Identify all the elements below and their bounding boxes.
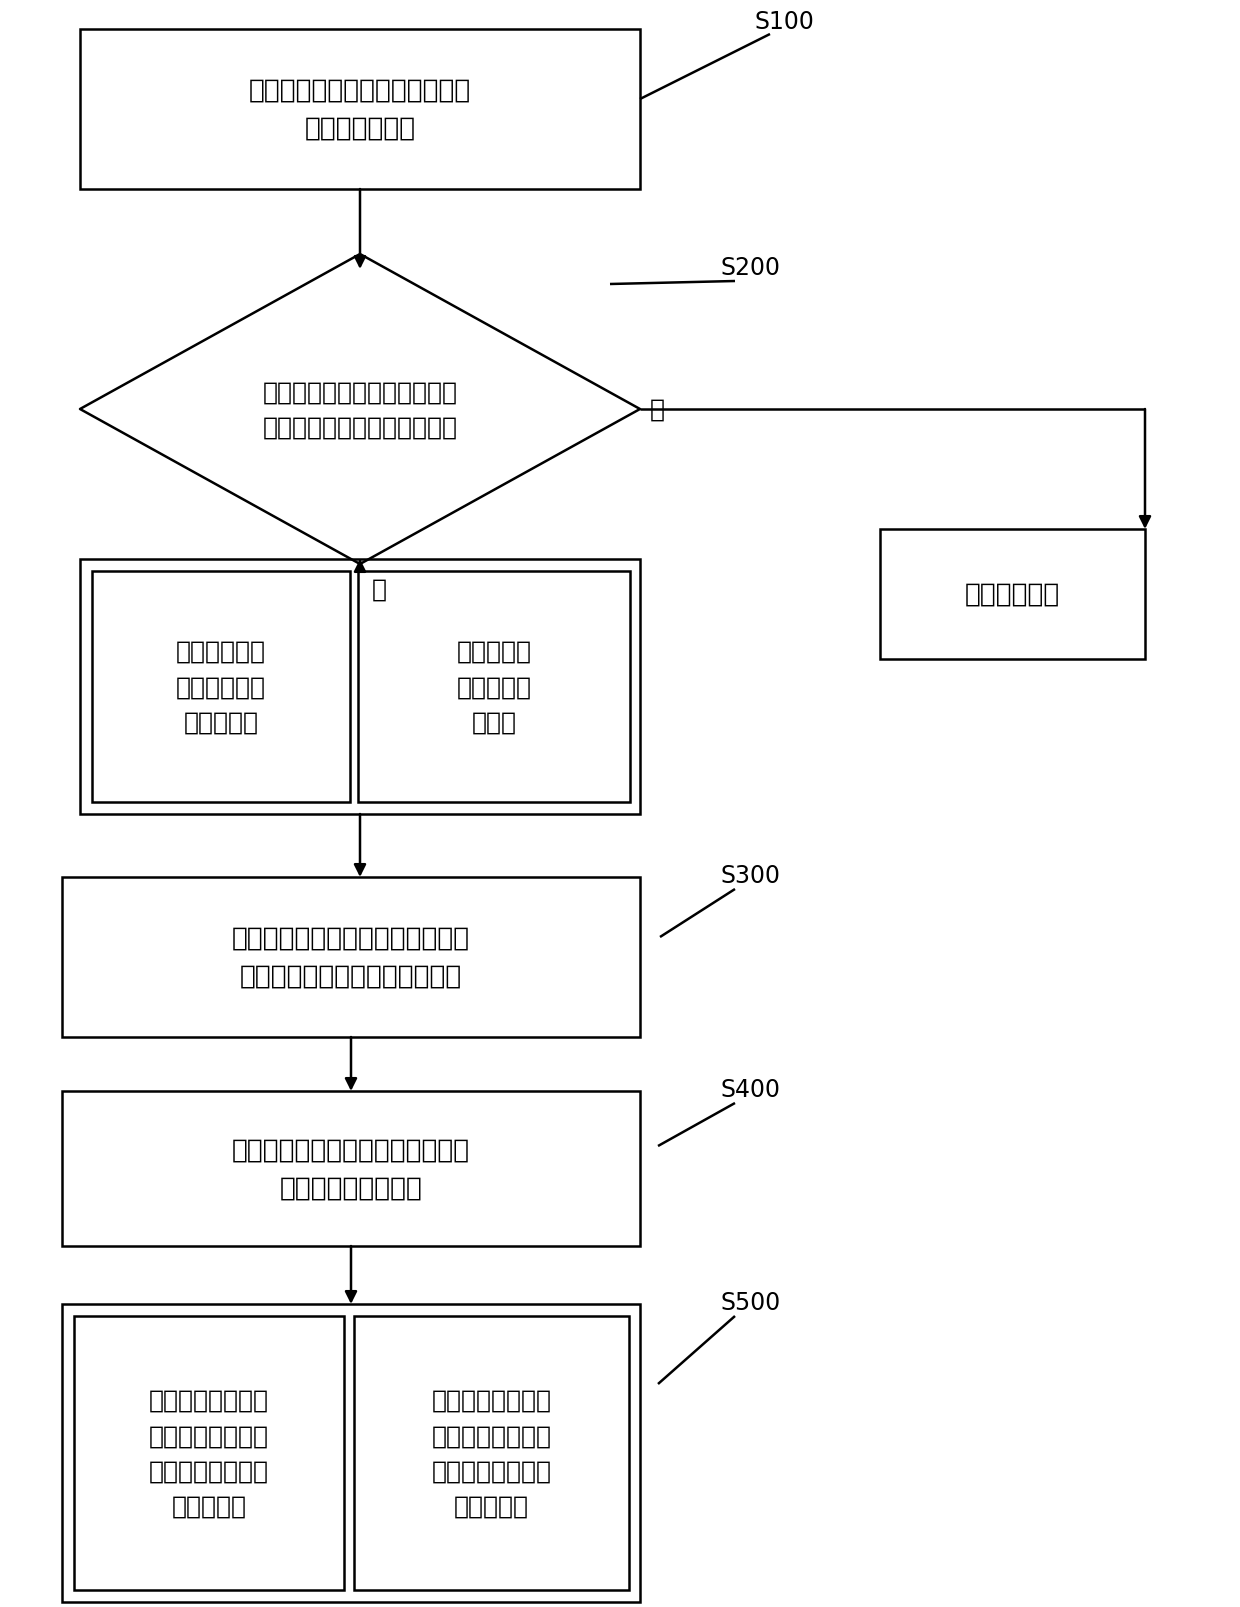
Text: 计算电机模拟
器应输出的等
效反电动势: 计算电机模拟 器应输出的等 效反电动势 (176, 640, 267, 734)
Bar (81, 559, 640, 815)
Text: S500: S500 (720, 1290, 780, 1315)
Text: 否: 否 (372, 577, 387, 601)
Text: 执行保护动作: 执行保护动作 (965, 582, 1060, 607)
Bar (62, 877, 640, 1038)
Text: S100: S100 (755, 10, 815, 34)
Bar (353, 1316, 629, 1589)
Bar (62, 1091, 640, 1245)
Text: 将模拟目标电机的运行状态反馈给
电机驱动器和上位机: 将模拟目标电机的运行状态反馈给 电机驱动器和上位机 (232, 1136, 470, 1200)
Text: 判断三相电流值与直流母线电
压值是否超过预设的保护阈值: 判断三相电流值与直流母线电 压值是否超过预设的保护阈值 (263, 381, 458, 439)
Text: 是: 是 (650, 399, 665, 421)
Text: S300: S300 (720, 863, 780, 887)
Text: 根据模拟目标电机
的运行状态，电机
驱动器对电机模拟
器进行控制: 根据模拟目标电机 的运行状态，电机 驱动器对电机模拟 器进行控制 (149, 1388, 269, 1519)
Text: S400: S400 (720, 1077, 780, 1101)
Bar (74, 1316, 343, 1589)
Text: 控制电机模拟器中的逆变器，使其
输出与等效反电动势相等的电压: 控制电机模拟器中的逆变器，使其 输出与等效反电动势相等的电压 (232, 926, 470, 990)
Text: 上位机实时显示电
机模拟器的运行状
态，并适时在线调
整运行参数: 上位机实时显示电 机模拟器的运行状 态，并适时在线调 整运行参数 (432, 1388, 552, 1519)
Bar (81, 31, 640, 190)
Bar (92, 572, 350, 802)
Bar (62, 1305, 640, 1602)
Text: S200: S200 (720, 256, 780, 280)
Bar (358, 572, 630, 802)
Text: 获取电机模拟器端口的三相电流
和直流母线电压: 获取电机模拟器端口的三相电流 和直流母线电压 (249, 79, 471, 141)
Bar (880, 530, 1145, 659)
Text: 计算模拟目
标电机的运
行状态: 计算模拟目 标电机的运 行状态 (456, 640, 532, 734)
